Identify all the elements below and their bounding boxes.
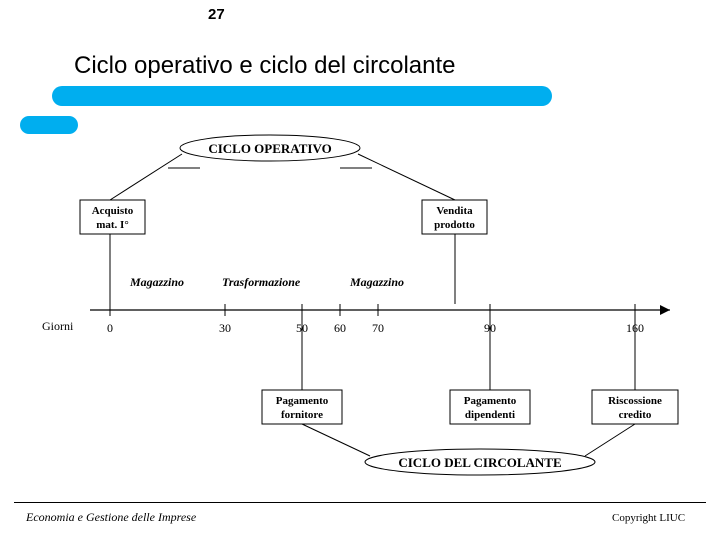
- svg-text:60: 60: [334, 321, 346, 335]
- svg-text:dipendenti: dipendenti: [465, 409, 515, 421]
- svg-text:0: 0: [107, 321, 113, 335]
- svg-text:fornitore: fornitore: [281, 409, 323, 421]
- svg-text:Pagamento: Pagamento: [276, 395, 329, 407]
- svg-text:Trasformazione: Trasformazione: [222, 275, 301, 289]
- svg-text:prodotto: prodotto: [434, 219, 475, 231]
- svg-text:CICLO DEL CIRCOLANTE: CICLO DEL CIRCOLANTE: [398, 455, 561, 470]
- svg-text:Riscossione: Riscossione: [608, 395, 662, 407]
- accent-bar: [52, 86, 552, 106]
- svg-text:mat. I°: mat. I°: [96, 219, 129, 231]
- svg-text:Magazzino: Magazzino: [349, 275, 404, 289]
- footer-right: Copyright LIUC: [612, 512, 685, 524]
- page-number: 27: [208, 6, 225, 23]
- svg-text:Vendita: Vendita: [436, 205, 473, 217]
- slide: { "page_number": "27", "title": "Ciclo o…: [0, 0, 720, 540]
- svg-text:Pagamento: Pagamento: [464, 395, 517, 407]
- svg-text:30: 30: [219, 321, 231, 335]
- footer-divider: [14, 502, 706, 503]
- svg-text:credito: credito: [619, 409, 652, 421]
- svg-text:70: 70: [372, 321, 384, 335]
- svg-text:Magazzino: Magazzino: [129, 275, 184, 289]
- svg-text:CICLO OPERATIVO: CICLO OPERATIVO: [208, 141, 331, 156]
- diagram: 03050607090160GiorniMagazzinoTrasformazi…: [40, 120, 700, 480]
- slide-title: Ciclo operativo e ciclo del circolante: [74, 52, 456, 80]
- svg-text:Giorni: Giorni: [42, 319, 74, 333]
- svg-text:Acquisto: Acquisto: [92, 205, 134, 217]
- footer-left: Economia e Gestione delle Imprese: [26, 510, 196, 525]
